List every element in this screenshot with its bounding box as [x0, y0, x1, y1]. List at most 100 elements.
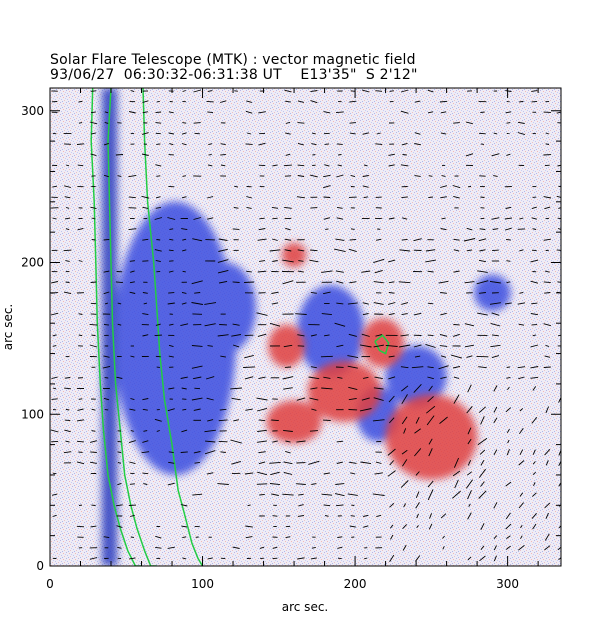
field-vector [428, 523, 433, 530]
field-vector [336, 143, 343, 145]
limb-stripe [101, 88, 118, 566]
field-vector [478, 259, 486, 263]
field-vector [284, 206, 292, 209]
field-vector [464, 281, 475, 284]
field-vector [336, 461, 343, 464]
field-vector [103, 291, 110, 295]
field-vector [532, 386, 537, 391]
field-vector [320, 355, 333, 358]
field-vector [297, 515, 304, 517]
field-vector [517, 366, 526, 369]
field-vector [416, 525, 419, 528]
field-vector [142, 206, 149, 209]
field-vector [311, 483, 317, 485]
field-vector [438, 280, 449, 284]
field-vector [219, 100, 227, 103]
field-vector [295, 313, 307, 315]
field-vector [543, 366, 551, 368]
field-vector [168, 111, 174, 114]
field-vector [428, 438, 433, 445]
field-vector [310, 334, 317, 337]
field-vector [402, 217, 408, 220]
field-vector [155, 355, 161, 358]
field-vector [466, 249, 473, 252]
field-vector [116, 376, 123, 379]
field-vector [347, 365, 358, 369]
field-vector [130, 430, 134, 432]
field-vector [429, 513, 433, 519]
field-vector [104, 302, 109, 305]
field-vector [387, 302, 396, 305]
field-vector [232, 228, 240, 230]
field-vector [336, 302, 344, 305]
field-vector [258, 142, 266, 146]
field-vector [491, 355, 500, 359]
field-vector [182, 249, 187, 252]
field-vector [50, 312, 59, 316]
field-vector [375, 461, 382, 464]
field-vector [453, 394, 460, 404]
field-vector [246, 206, 252, 209]
field-vector [181, 504, 188, 507]
field-vector [464, 344, 474, 348]
field-vector [89, 121, 98, 125]
field-vector [531, 302, 538, 305]
field-vector [117, 482, 122, 486]
x-tick-label: 0 [46, 577, 54, 591]
field-vector [90, 281, 97, 283]
field-vector [325, 228, 329, 230]
field-vector [89, 557, 98, 560]
field-vector [452, 470, 461, 477]
field-vector [467, 427, 472, 435]
field-vector [545, 460, 549, 466]
field-vector [168, 132, 174, 135]
field-vector [321, 313, 332, 316]
field-vector [52, 514, 57, 517]
field-vector [518, 323, 525, 326]
field-vector [156, 175, 161, 177]
positive-region-4 [385, 394, 478, 480]
field-vector [308, 376, 320, 380]
field-vector [104, 111, 109, 114]
field-vector [130, 355, 135, 358]
field-vector [467, 438, 472, 445]
field-vector [219, 280, 228, 284]
field-vector [454, 479, 459, 489]
field-vector [102, 365, 111, 369]
field-vector [297, 270, 304, 273]
field-vector [155, 196, 161, 199]
field-vector [363, 376, 369, 379]
field-vector [271, 419, 279, 422]
field-vector [491, 334, 499, 337]
field-vector [90, 132, 97, 135]
field-vector [442, 535, 445, 539]
field-vector [311, 408, 317, 411]
field-vector [167, 302, 175, 305]
field-vector [128, 196, 136, 199]
field-vector [398, 281, 411, 284]
field-vector [272, 260, 278, 262]
field-vector [63, 249, 72, 252]
field-vector [311, 143, 317, 146]
field-vector [77, 164, 84, 167]
field-vector [400, 334, 409, 337]
field-vector [323, 185, 331, 189]
field-vector [64, 217, 71, 220]
field-vector [130, 398, 135, 401]
field-vector [272, 546, 278, 549]
field-vector [244, 354, 254, 359]
field-vector [520, 535, 523, 539]
field-vector [466, 355, 473, 358]
field-vector [545, 512, 549, 519]
field-vector [428, 196, 433, 199]
field-vector [64, 185, 72, 188]
field-vector [480, 196, 485, 198]
field-vector [558, 396, 561, 403]
field-vector [129, 483, 135, 485]
field-vector [415, 502, 420, 509]
field-vector [506, 535, 511, 539]
field-vector [491, 217, 500, 220]
field-vector [413, 383, 422, 393]
field-vector [324, 143, 330, 145]
field-vector [77, 408, 84, 411]
